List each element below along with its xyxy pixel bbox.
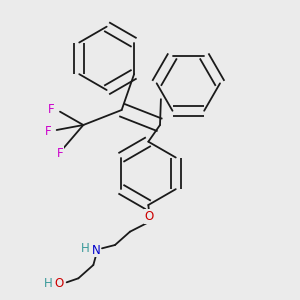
Text: H: H bbox=[44, 277, 53, 290]
Text: N: N bbox=[92, 244, 100, 256]
Text: F: F bbox=[57, 147, 63, 160]
Text: F: F bbox=[48, 103, 55, 116]
Text: F: F bbox=[45, 125, 52, 138]
Text: O: O bbox=[144, 210, 154, 223]
Text: O: O bbox=[55, 277, 64, 290]
Text: H: H bbox=[81, 242, 90, 255]
